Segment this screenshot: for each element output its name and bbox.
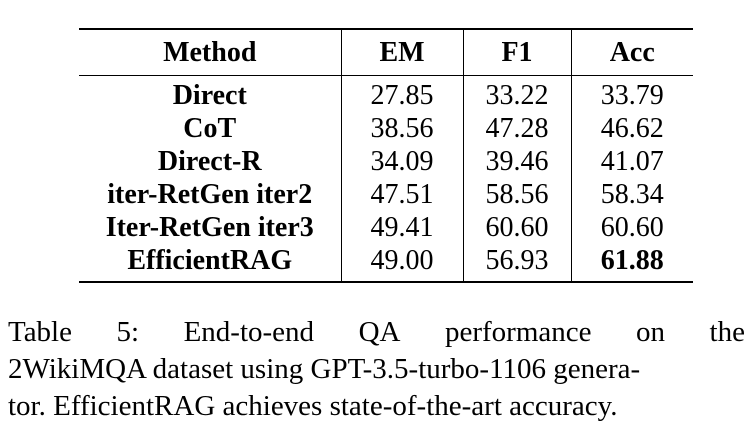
em-cell: 27.85 — [340, 76, 463, 112]
header-acc: Acc — [570, 30, 693, 75]
header-method: Method — [163, 36, 257, 68]
caption-word: performance — [444, 316, 592, 348]
table-row: EfficientRAG 49.00 56.93 61.88 — [79, 244, 693, 281]
acc-cell: 60.60 — [570, 211, 693, 244]
mid-rule — [79, 75, 693, 76]
table-row: Iter-RetGen iter3 49.41 60.60 60.60 — [79, 211, 693, 244]
header-row: Method EM F1 Acc — [79, 30, 693, 75]
caption-word: the — [709, 316, 745, 348]
results-table: Method EM F1 Acc Direct 27.85 33.22 33.7… — [79, 28, 693, 283]
method-cell: Direct-R — [157, 146, 262, 177]
caption-line-2: 2WikiMQA dataset using GPT-3.5-turbo-110… — [8, 353, 641, 385]
f1-cell: 60.60 — [462, 211, 571, 244]
caption-word: 5: — [116, 316, 140, 348]
header-em: EM — [340, 30, 463, 75]
bottom-rule — [79, 281, 693, 283]
em-cell: 49.00 — [340, 244, 463, 281]
method-cell: EfficientRAG — [127, 245, 293, 276]
method-cell: CoT — [183, 113, 237, 144]
f1-cell: 56.93 — [462, 244, 571, 281]
table-row: CoT 38.56 47.28 46.62 — [79, 112, 693, 145]
f1-cell: 58.56 — [462, 178, 571, 211]
header-f1: F1 — [462, 30, 571, 75]
caption-word: on — [636, 316, 666, 348]
caption-word: QA — [358, 316, 401, 348]
caption-line-1: Table 5: End-to-end QA performance on th… — [8, 314, 745, 351]
em-cell: 47.51 — [340, 178, 463, 211]
acc-cell: 33.79 — [570, 76, 693, 112]
table-caption: Table 5: End-to-end QA performance on th… — [8, 314, 745, 425]
acc-cell: 58.34 — [570, 178, 693, 211]
f1-cell: 39.46 — [462, 145, 571, 178]
caption-line-3: tor. EfficientRAG achieves state-of-the-… — [8, 390, 618, 422]
acc-cell-best: 61.88 — [570, 244, 693, 281]
method-cell: iter-RetGen iter2 — [107, 179, 313, 210]
em-cell: 49.41 — [340, 211, 463, 244]
method-cell: Direct — [172, 80, 247, 111]
em-cell: 34.09 — [340, 145, 463, 178]
table-row: Direct-R 34.09 39.46 41.07 — [79, 145, 693, 178]
table-row: Direct 27.85 33.22 33.79 — [79, 76, 693, 112]
acc-cell: 41.07 — [570, 145, 693, 178]
table-row: iter-RetGen iter2 47.51 58.56 58.34 — [79, 178, 693, 211]
caption-word: End-to-end — [183, 316, 315, 348]
acc-cell: 46.62 — [570, 112, 693, 145]
top-rule — [79, 28, 693, 30]
f1-cell: 47.28 — [462, 112, 571, 145]
method-cell: Iter-RetGen iter3 — [105, 212, 314, 243]
f1-cell: 33.22 — [462, 76, 571, 112]
em-cell: 38.56 — [340, 112, 463, 145]
caption-word: Table — [8, 316, 72, 348]
